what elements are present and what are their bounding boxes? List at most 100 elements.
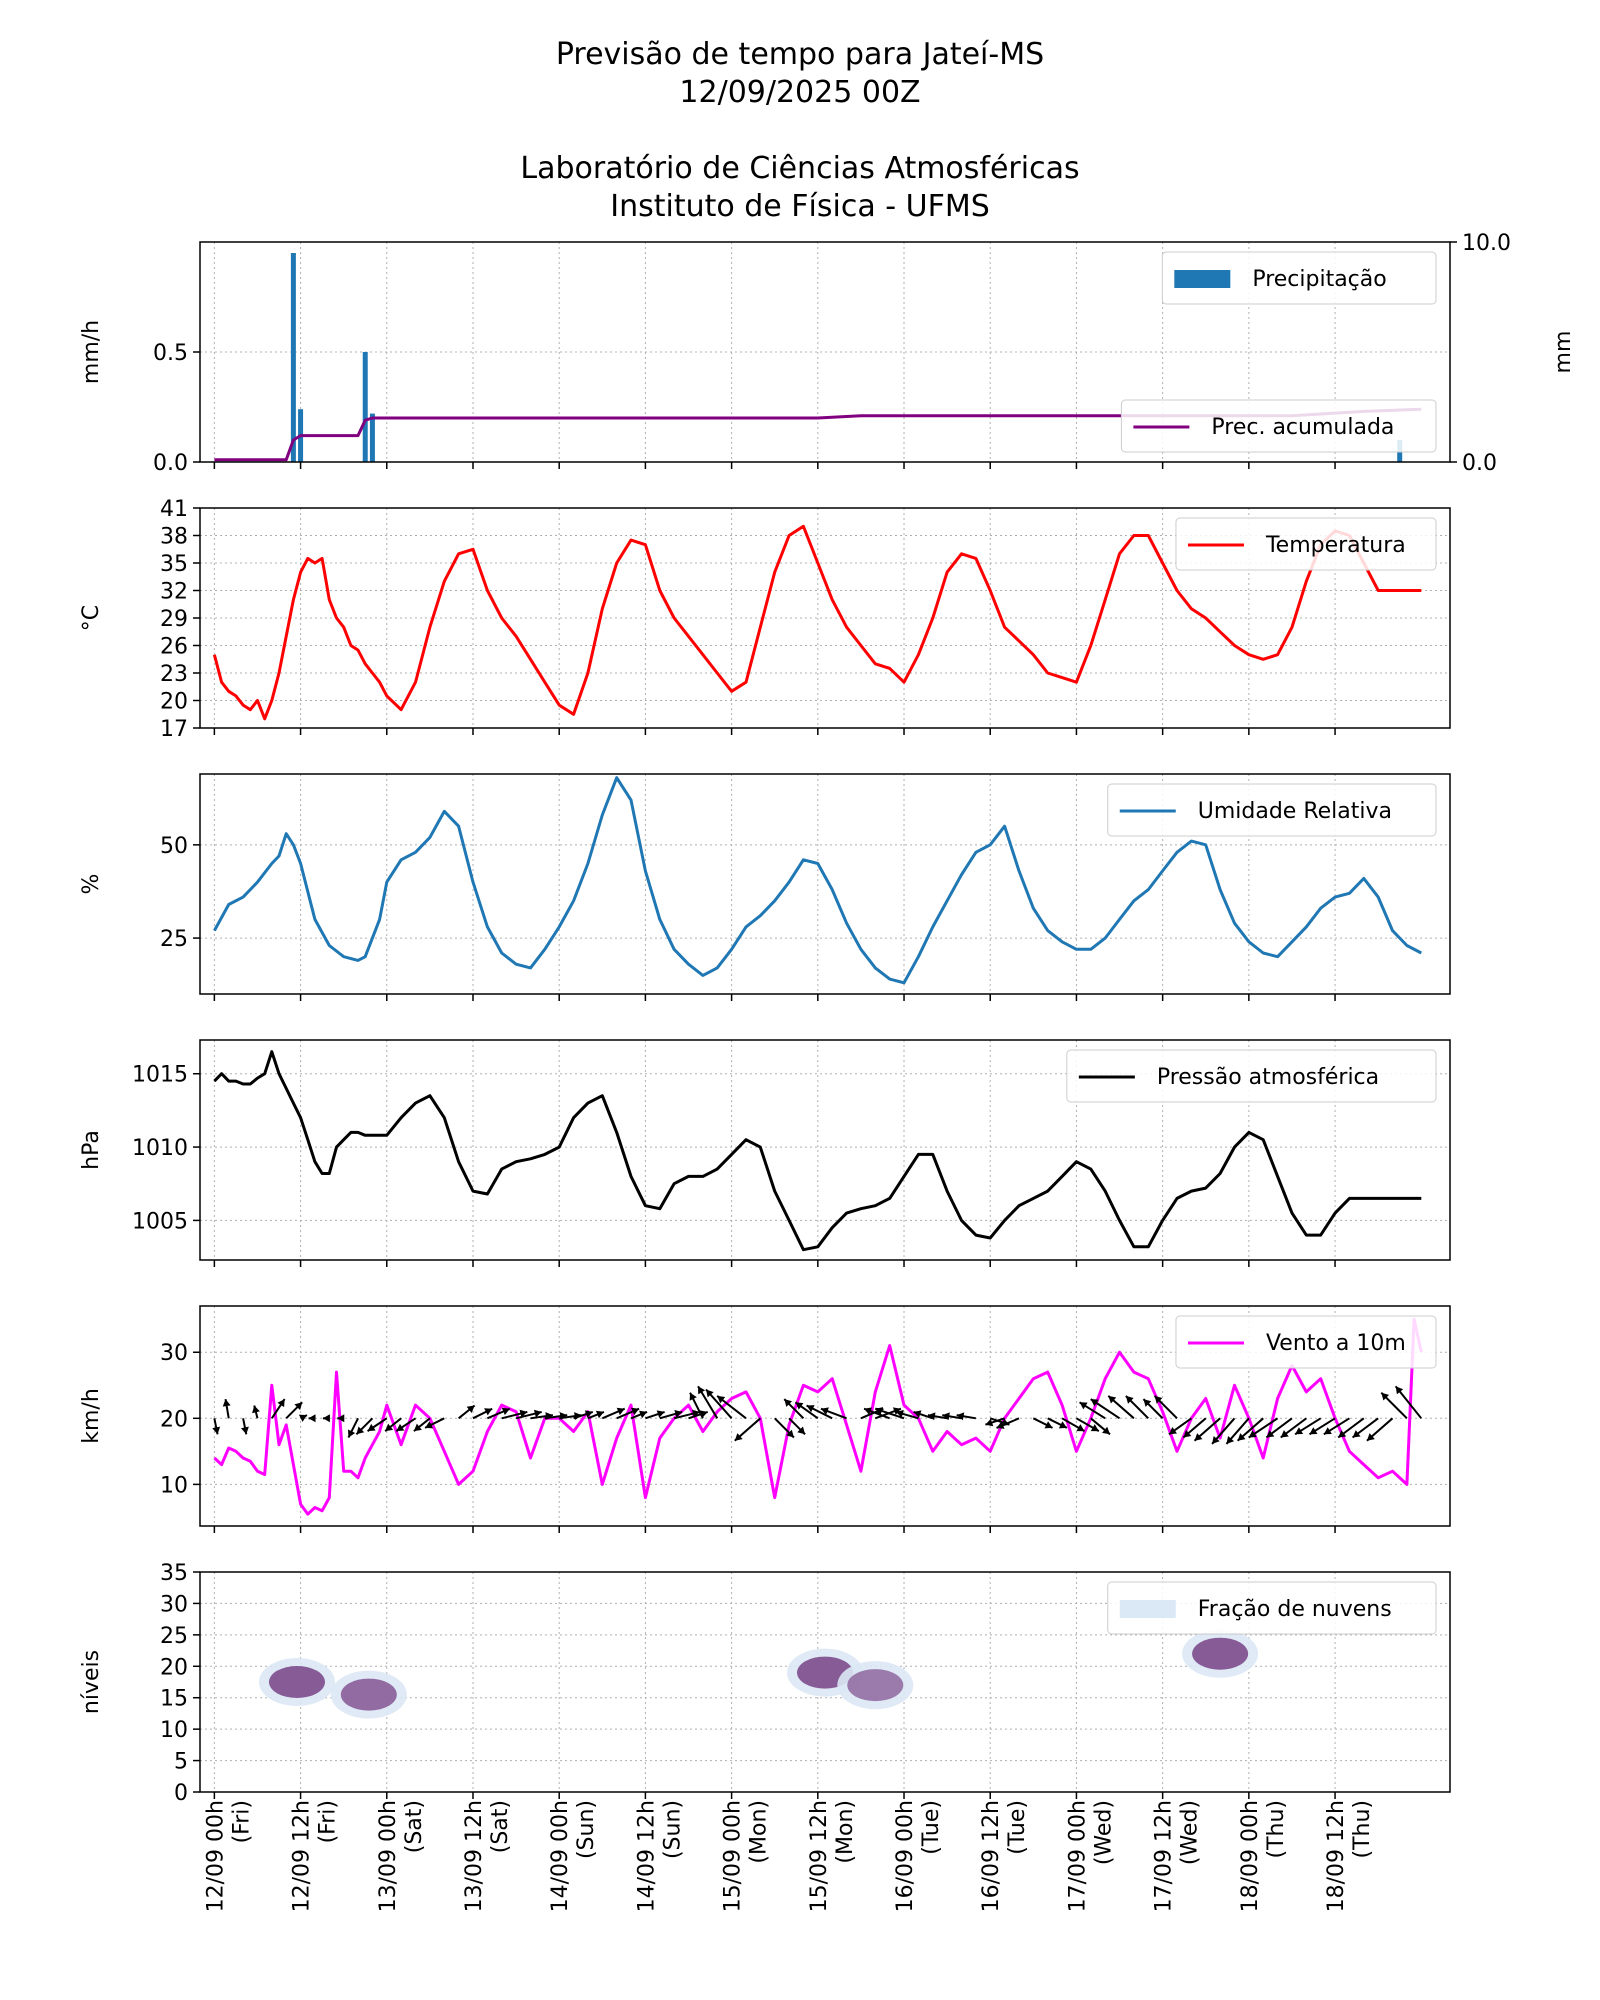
- wind-vector-head: [674, 1409, 683, 1418]
- wind-vector-head: [784, 1399, 793, 1407]
- wind-vector-head: [820, 1407, 829, 1415]
- x-tick-label-day: (Sun): [660, 1800, 685, 1859]
- wind-vector-head: [927, 1412, 936, 1421]
- wind-vector-head: [1323, 1427, 1332, 1435]
- panel-wind: [193, 1305, 1451, 1533]
- wind-vector-head: [1280, 1430, 1289, 1438]
- panel-frame: [199, 241, 1451, 463]
- y-tick-label: 23: [160, 662, 188, 687]
- series-line: [212, 524, 1422, 721]
- wind-vector-head: [786, 1429, 794, 1438]
- wind-vector-head: [277, 1399, 285, 1408]
- wind-vector-head: [337, 1414, 345, 1423]
- legend-swatch: [1174, 270, 1231, 288]
- panel-frame: [199, 1571, 1451, 1793]
- chart-subtitle-institute: Instituto de Física - UFMS: [610, 189, 990, 224]
- legend-label: Vento a 10m: [1266, 1331, 1406, 1356]
- y-axis-label: mm/h: [79, 320, 104, 384]
- panel-rh: [193, 773, 1451, 1001]
- x-tick-label-day: (Sat): [488, 1800, 513, 1853]
- x-tick-label: 16/09 00h: [893, 1800, 918, 1912]
- wind-vector-head: [252, 1405, 260, 1414]
- y-tick-label: 1015: [132, 1063, 188, 1088]
- wind-vector-head: [533, 1409, 542, 1418]
- wind-vector-head: [367, 1423, 376, 1432]
- wind-vector-head: [356, 1426, 365, 1435]
- wind-vector-head: [308, 1414, 316, 1423]
- wind-vector-head: [996, 1421, 1005, 1429]
- legend-box: [1175, 517, 1437, 571]
- wind-vector-head: [734, 1433, 743, 1441]
- wind-vector-head: [595, 1410, 604, 1419]
- y-tick-label: 38: [160, 525, 188, 550]
- y-tick-label: 15: [160, 1687, 188, 1712]
- legend-label: Prec. acumulada: [1211, 415, 1394, 440]
- y-tick-label: 0.0: [153, 451, 188, 476]
- x-tick-label-day: (Fri): [316, 1800, 341, 1843]
- wind-vector-head: [1044, 1421, 1053, 1429]
- wind-vector-head: [795, 1402, 804, 1410]
- y-axis-label-right: mm: [1551, 331, 1576, 374]
- wind-vector-head: [425, 1421, 434, 1429]
- panel-temp: [193, 507, 1451, 735]
- legend-label: Fração de nuvens: [1198, 1597, 1392, 1622]
- wind-vector-head: [1352, 1430, 1361, 1438]
- panel-frame: [199, 1039, 1451, 1261]
- wind-vector-head: [1226, 1436, 1235, 1444]
- legend-label: Precipitação: [1252, 267, 1386, 292]
- wind-vector-head: [222, 1399, 231, 1407]
- x-tick-label-day: (Mon): [833, 1800, 858, 1864]
- wind-vector-head: [956, 1412, 965, 1421]
- wind-vector-head: [1079, 1402, 1088, 1410]
- wind-vector-head: [706, 1389, 714, 1398]
- panel-clouds: [193, 1571, 1451, 1799]
- wind-vector-head: [1125, 1395, 1134, 1404]
- y-tick-label: 1010: [132, 1136, 188, 1161]
- wind-vector-head: [616, 1407, 625, 1416]
- y-tick-label: 32: [160, 580, 188, 605]
- wind-vector-head: [875, 1407, 884, 1415]
- wind-vector-head: [294, 1402, 303, 1411]
- y-tick-label-right: 0.0: [1462, 451, 1497, 476]
- x-tick-label: 12/09 00h: [203, 1800, 228, 1912]
- y-axis-label: km/h: [79, 1388, 104, 1444]
- x-tick-label: 12/09 12h: [290, 1800, 315, 1912]
- wind-vector-head: [913, 1410, 922, 1418]
- wind-vector-head: [385, 1423, 394, 1432]
- y-tick-label: 10: [160, 1473, 188, 1498]
- wind-vector-head: [1266, 1430, 1275, 1438]
- y-tick-label: 0.5: [153, 341, 188, 366]
- wind-vector-head: [1183, 1429, 1192, 1438]
- cloud-cell: [340, 1678, 397, 1711]
- panel-frame: [199, 773, 1451, 995]
- y-tick-label: 5: [174, 1750, 188, 1775]
- x-tick-label-day: (Mon): [747, 1800, 772, 1864]
- y-tick-label: 20: [160, 690, 188, 715]
- wind-vector-head: [1295, 1427, 1304, 1435]
- wind-vector-head: [985, 1418, 994, 1427]
- cloud-cell: [1192, 1637, 1249, 1670]
- legend-box: [1175, 1315, 1437, 1369]
- x-tick-label: 13/09 12h: [462, 1800, 487, 1912]
- wind-vector-head: [1102, 1426, 1111, 1435]
- wind-vector-head: [1076, 1424, 1085, 1432]
- y-tick-label: 30: [160, 1341, 188, 1366]
- y-tick-label: 50: [160, 834, 188, 859]
- precip-bar: [362, 352, 368, 462]
- x-tick-label-day: (Thu): [1350, 1800, 1375, 1859]
- legend-box: [1066, 1049, 1437, 1103]
- wind-vector-head: [347, 1429, 356, 1438]
- cloud-cell: [847, 1669, 904, 1702]
- panel-pressure: [193, 1039, 1451, 1267]
- series-line: [213, 1317, 1423, 1516]
- wind-vector-head: [631, 1407, 640, 1416]
- y-axis-label: níveis: [79, 1650, 104, 1714]
- wind-vector-head: [1237, 1433, 1246, 1441]
- y-tick-label: 20: [160, 1655, 188, 1680]
- wind-vector-head: [698, 1386, 706, 1395]
- wind-vector-head: [895, 1409, 904, 1418]
- precip-bar: [290, 253, 296, 462]
- wind-vector-head: [322, 1414, 330, 1423]
- y-tick-label: 29: [160, 607, 188, 632]
